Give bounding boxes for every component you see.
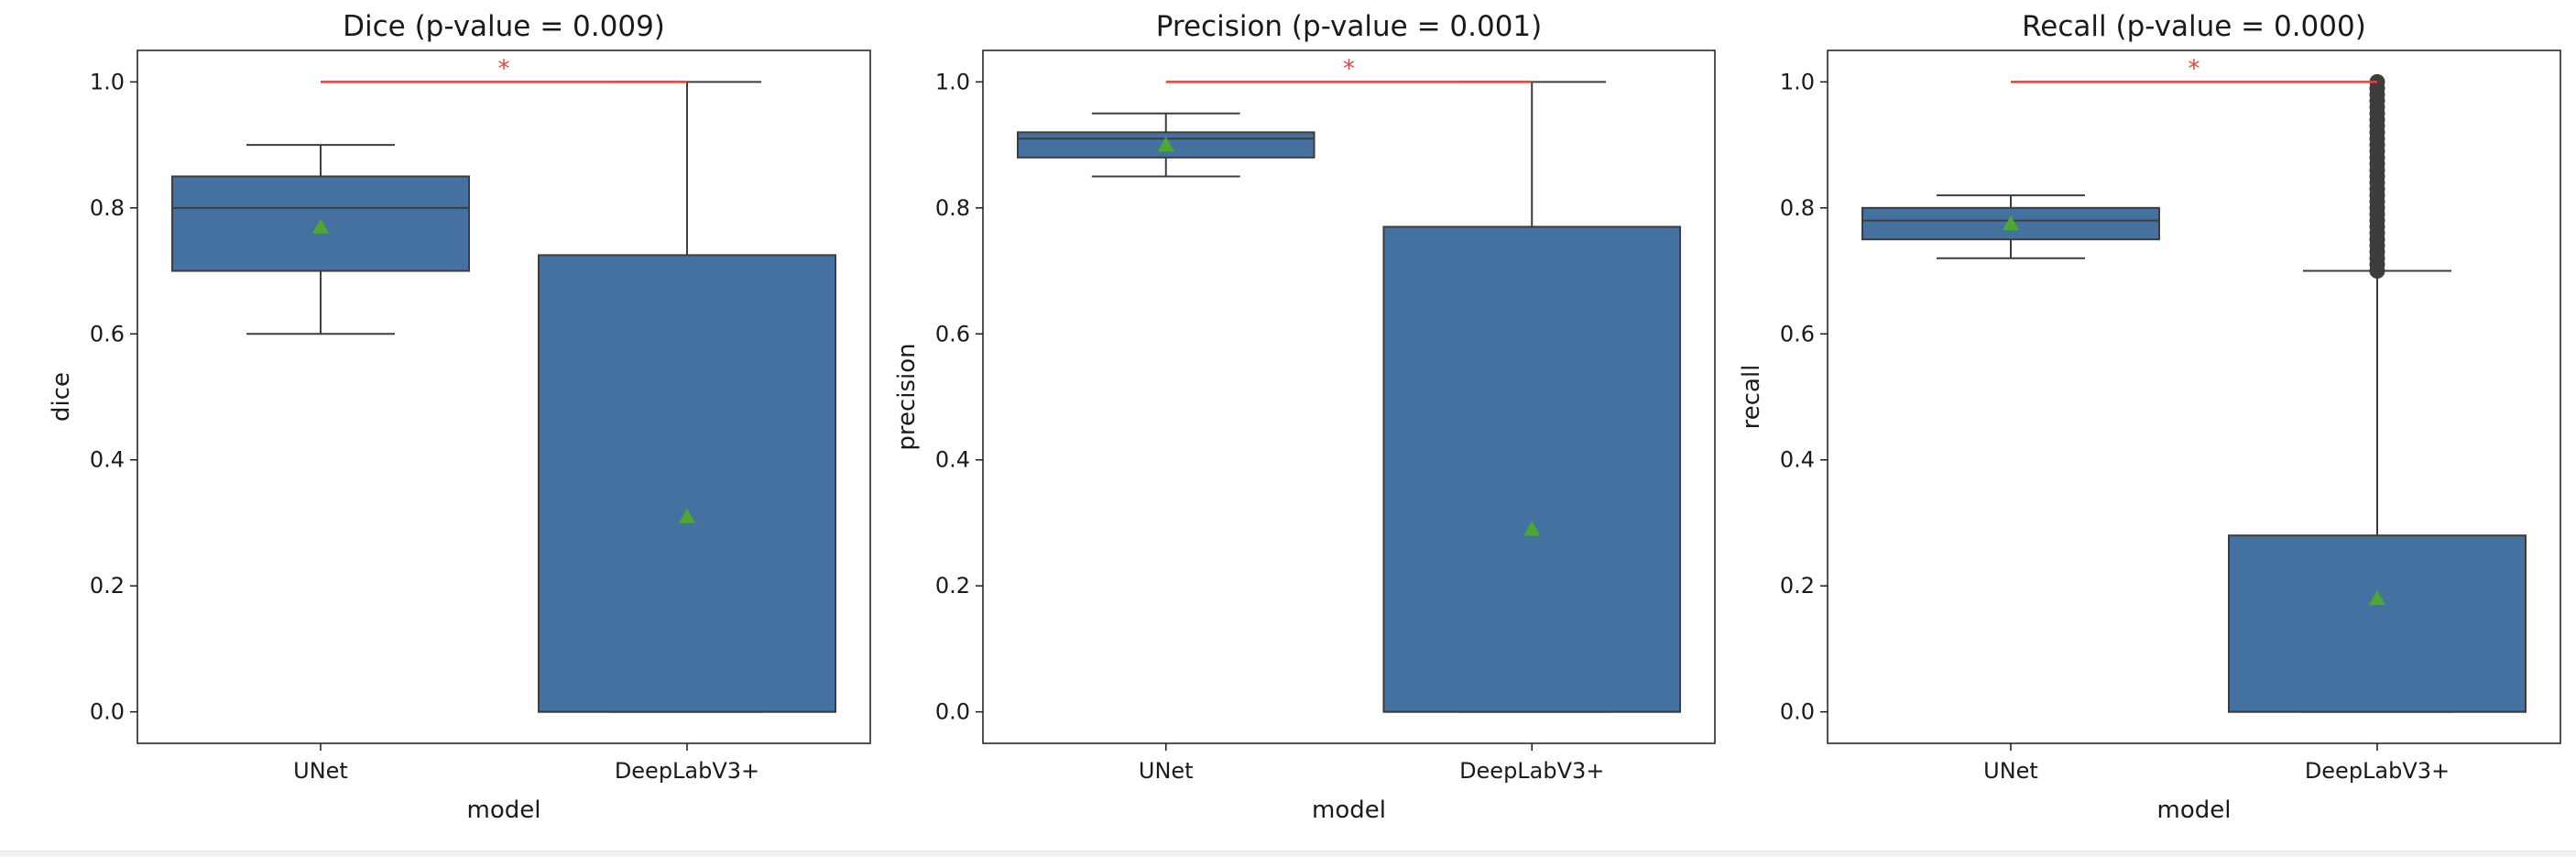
chart-panel-1: Dice (p-value = 0.009) 0.0 0.2 0.4 0.6 0.8 1.0… <box>48 10 871 824</box>
y-tick-label: 0.2 <box>935 573 970 599</box>
x-tick-label: DeepLabV3+ <box>615 758 759 784</box>
mean-marker <box>312 218 329 234</box>
y-tick-label: 1.0 <box>90 69 125 94</box>
x-tick-label: UNet <box>293 758 348 784</box>
significance-star: * <box>498 55 510 82</box>
y-tick-label: 1.0 <box>935 69 970 94</box>
y-tick-label: 0.8 <box>90 195 125 221</box>
chart-panel-3: Recall (p-value = 0.000) 0.0 0.2 0.4 0.6 0.8 1… <box>1738 10 2561 824</box>
x-axis-label: model <box>1312 797 1386 824</box>
x-axis-label: model <box>467 797 541 824</box>
x-axis-label: model <box>2157 797 2232 824</box>
y-tick-label: 0.4 <box>90 447 125 473</box>
mean-marker <box>2369 589 2385 606</box>
y-axis-label: precision <box>893 343 921 450</box>
plot-frame <box>982 49 1716 744</box>
significance-star: * <box>1343 55 1355 82</box>
chart-title: Dice (p-value = 0.009) <box>343 10 665 43</box>
y-tick-label: 0.8 <box>935 195 970 221</box>
bottom-strip <box>0 851 2576 857</box>
significance-star: * <box>2189 55 2200 82</box>
x-tick-label: UNet <box>1139 758 1194 784</box>
mean-marker <box>679 508 695 523</box>
box-body <box>538 254 836 713</box>
x-tick-label: DeepLabV3+ <box>2305 758 2450 784</box>
x-tick-label: DeepLabV3+ <box>1459 758 1604 784</box>
x-tick-label: UNet <box>1983 758 2038 784</box>
box-unet <box>1016 112 1315 178</box>
box-unet <box>171 144 470 335</box>
y-tick-label: 0.6 <box>90 321 125 346</box>
y-tick-label: 0.2 <box>1780 573 1815 599</box>
plot-frame <box>136 49 871 744</box>
box-deeplabv3- <box>2228 73 2527 713</box>
y-tick-label: 0.0 <box>1780 699 1815 725</box>
box-body <box>2228 534 2527 713</box>
y-tick-label: 0.6 <box>935 321 970 346</box>
box-deeplabv3- <box>1382 81 1682 713</box>
box-deeplabv3- <box>538 81 836 713</box>
y-axis-label: recall <box>1738 365 1765 430</box>
mean-marker <box>1523 521 1541 536</box>
mean-marker <box>1157 137 1174 152</box>
y-axis-label: dice <box>48 372 75 422</box>
chart-title: Recall (p-value = 0.000) <box>2022 10 2366 43</box>
y-tick-label: 0.0 <box>90 699 125 725</box>
box-body <box>1382 225 1682 713</box>
box-unet <box>1861 194 2160 259</box>
y-tick-label: 0.8 <box>1780 195 1815 221</box>
y-tick-label: 0.2 <box>90 573 125 599</box>
y-tick-label: 0.0 <box>935 699 970 725</box>
chart-title: Precision (p-value = 0.001) <box>1156 10 1543 43</box>
y-tick-label: 1.0 <box>1780 69 1815 94</box>
mean-marker <box>2003 215 2019 231</box>
plot-frame <box>1827 49 2561 744</box>
y-tick-label: 0.4 <box>935 447 970 473</box>
chart-panel-2: Precision (p-value = 0.001) 0.0 0.2 0.4 0.6 0… <box>893 10 1716 824</box>
y-tick-label: 0.4 <box>1780 447 1815 473</box>
y-tick-label: 0.6 <box>1780 321 1815 346</box>
